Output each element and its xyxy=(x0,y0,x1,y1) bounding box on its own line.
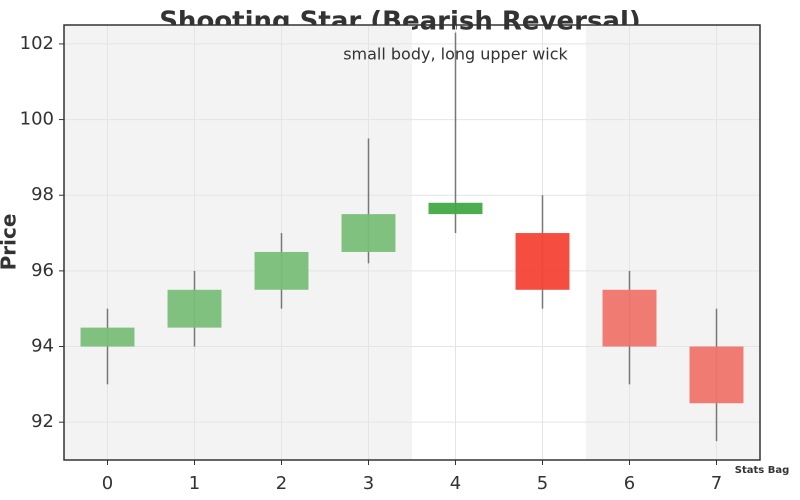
x-tick-label: 2 xyxy=(276,473,287,494)
candle-body xyxy=(167,289,222,328)
plot-frame xyxy=(63,24,761,461)
y-tick-label: 96 xyxy=(31,260,54,281)
y-tick-label: 98 xyxy=(31,184,54,205)
y-axis-label: Price xyxy=(0,214,21,271)
candle-body xyxy=(80,327,135,347)
candle-body xyxy=(341,214,396,252)
x-tick-label: 5 xyxy=(537,473,548,494)
x-tick-label: 7 xyxy=(711,473,722,494)
x-tick-label: 3 xyxy=(363,473,374,494)
y-tick-label: 102 xyxy=(20,33,54,54)
x-tick-label: 6 xyxy=(624,473,635,494)
candle-body xyxy=(602,289,657,347)
x-tick-label: 4 xyxy=(450,473,461,494)
x-tick-label: 1 xyxy=(189,473,200,494)
x-tick-label: 0 xyxy=(102,473,113,494)
y-tick-label: 92 xyxy=(31,411,54,432)
y-tick-label: 94 xyxy=(31,336,54,357)
annotation: small body, long upper wick xyxy=(343,45,568,64)
candle-body xyxy=(515,233,570,290)
candle-body xyxy=(428,202,483,215)
y-tick-label: 100 xyxy=(20,109,54,130)
candle-body xyxy=(254,251,309,290)
candle-body xyxy=(689,346,744,404)
watermark: Stats Bag xyxy=(735,465,789,476)
